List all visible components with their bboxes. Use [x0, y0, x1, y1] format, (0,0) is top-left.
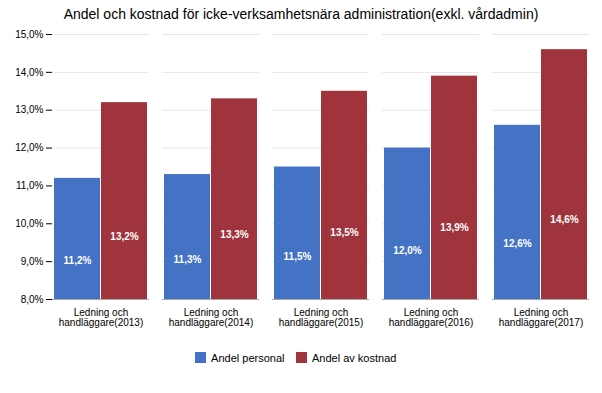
svg-text:12,6%: 12,6% — [503, 238, 531, 249]
svg-text:12,0%: 12,0% — [15, 142, 43, 153]
svg-text:11,5%: 11,5% — [284, 251, 312, 262]
svg-text:13,2%: 13,2% — [110, 231, 138, 242]
svg-text:13,5%: 13,5% — [330, 227, 358, 238]
svg-text:14,6%: 14,6% — [550, 214, 578, 225]
svg-text:9,0%: 9,0% — [21, 256, 44, 267]
svg-text:13,3%: 13,3% — [220, 229, 248, 240]
svg-text:Ledning ochhandläggare(2016): Ledning ochhandläggare(2016) — [389, 307, 474, 328]
svg-text:13,9%: 13,9% — [440, 222, 468, 233]
svg-text:11,3%: 11,3% — [174, 254, 202, 265]
html-text:Andel personal: Andel personal — [211, 351, 285, 364]
svg-text:8,0%: 8,0% — [21, 294, 44, 305]
html-text:Andel och kostnad för icke-ver: Andel och kostnad för icke-verksamhetsnä… — [63, 6, 539, 22]
svg-text:Ledning ochhandläggare(2015): Ledning ochhandläggare(2015) — [279, 307, 364, 328]
svg-text:11,2%: 11,2% — [64, 255, 92, 266]
svg-text:11,0%: 11,0% — [16, 180, 44, 191]
svg-text:10,0%: 10,0% — [15, 218, 43, 229]
svg-text:Ledning ochhandläggare(2017): Ledning ochhandläggare(2017) — [499, 307, 584, 328]
svg-text:12,0%: 12,0% — [393, 245, 421, 256]
svg-text:15,0%: 15,0% — [15, 29, 43, 40]
html-text:Andel av kostnad: Andel av kostnad — [312, 351, 397, 364]
svg-text:Ledning ochhandläggare(2014): Ledning ochhandläggare(2014) — [169, 307, 254, 328]
svg-text:13,0%: 13,0% — [15, 104, 43, 115]
svg-text:Ledning ochhandläggare(2013): Ledning ochhandläggare(2013) — [59, 307, 144, 328]
svg-text:14,0%: 14,0% — [15, 67, 43, 78]
